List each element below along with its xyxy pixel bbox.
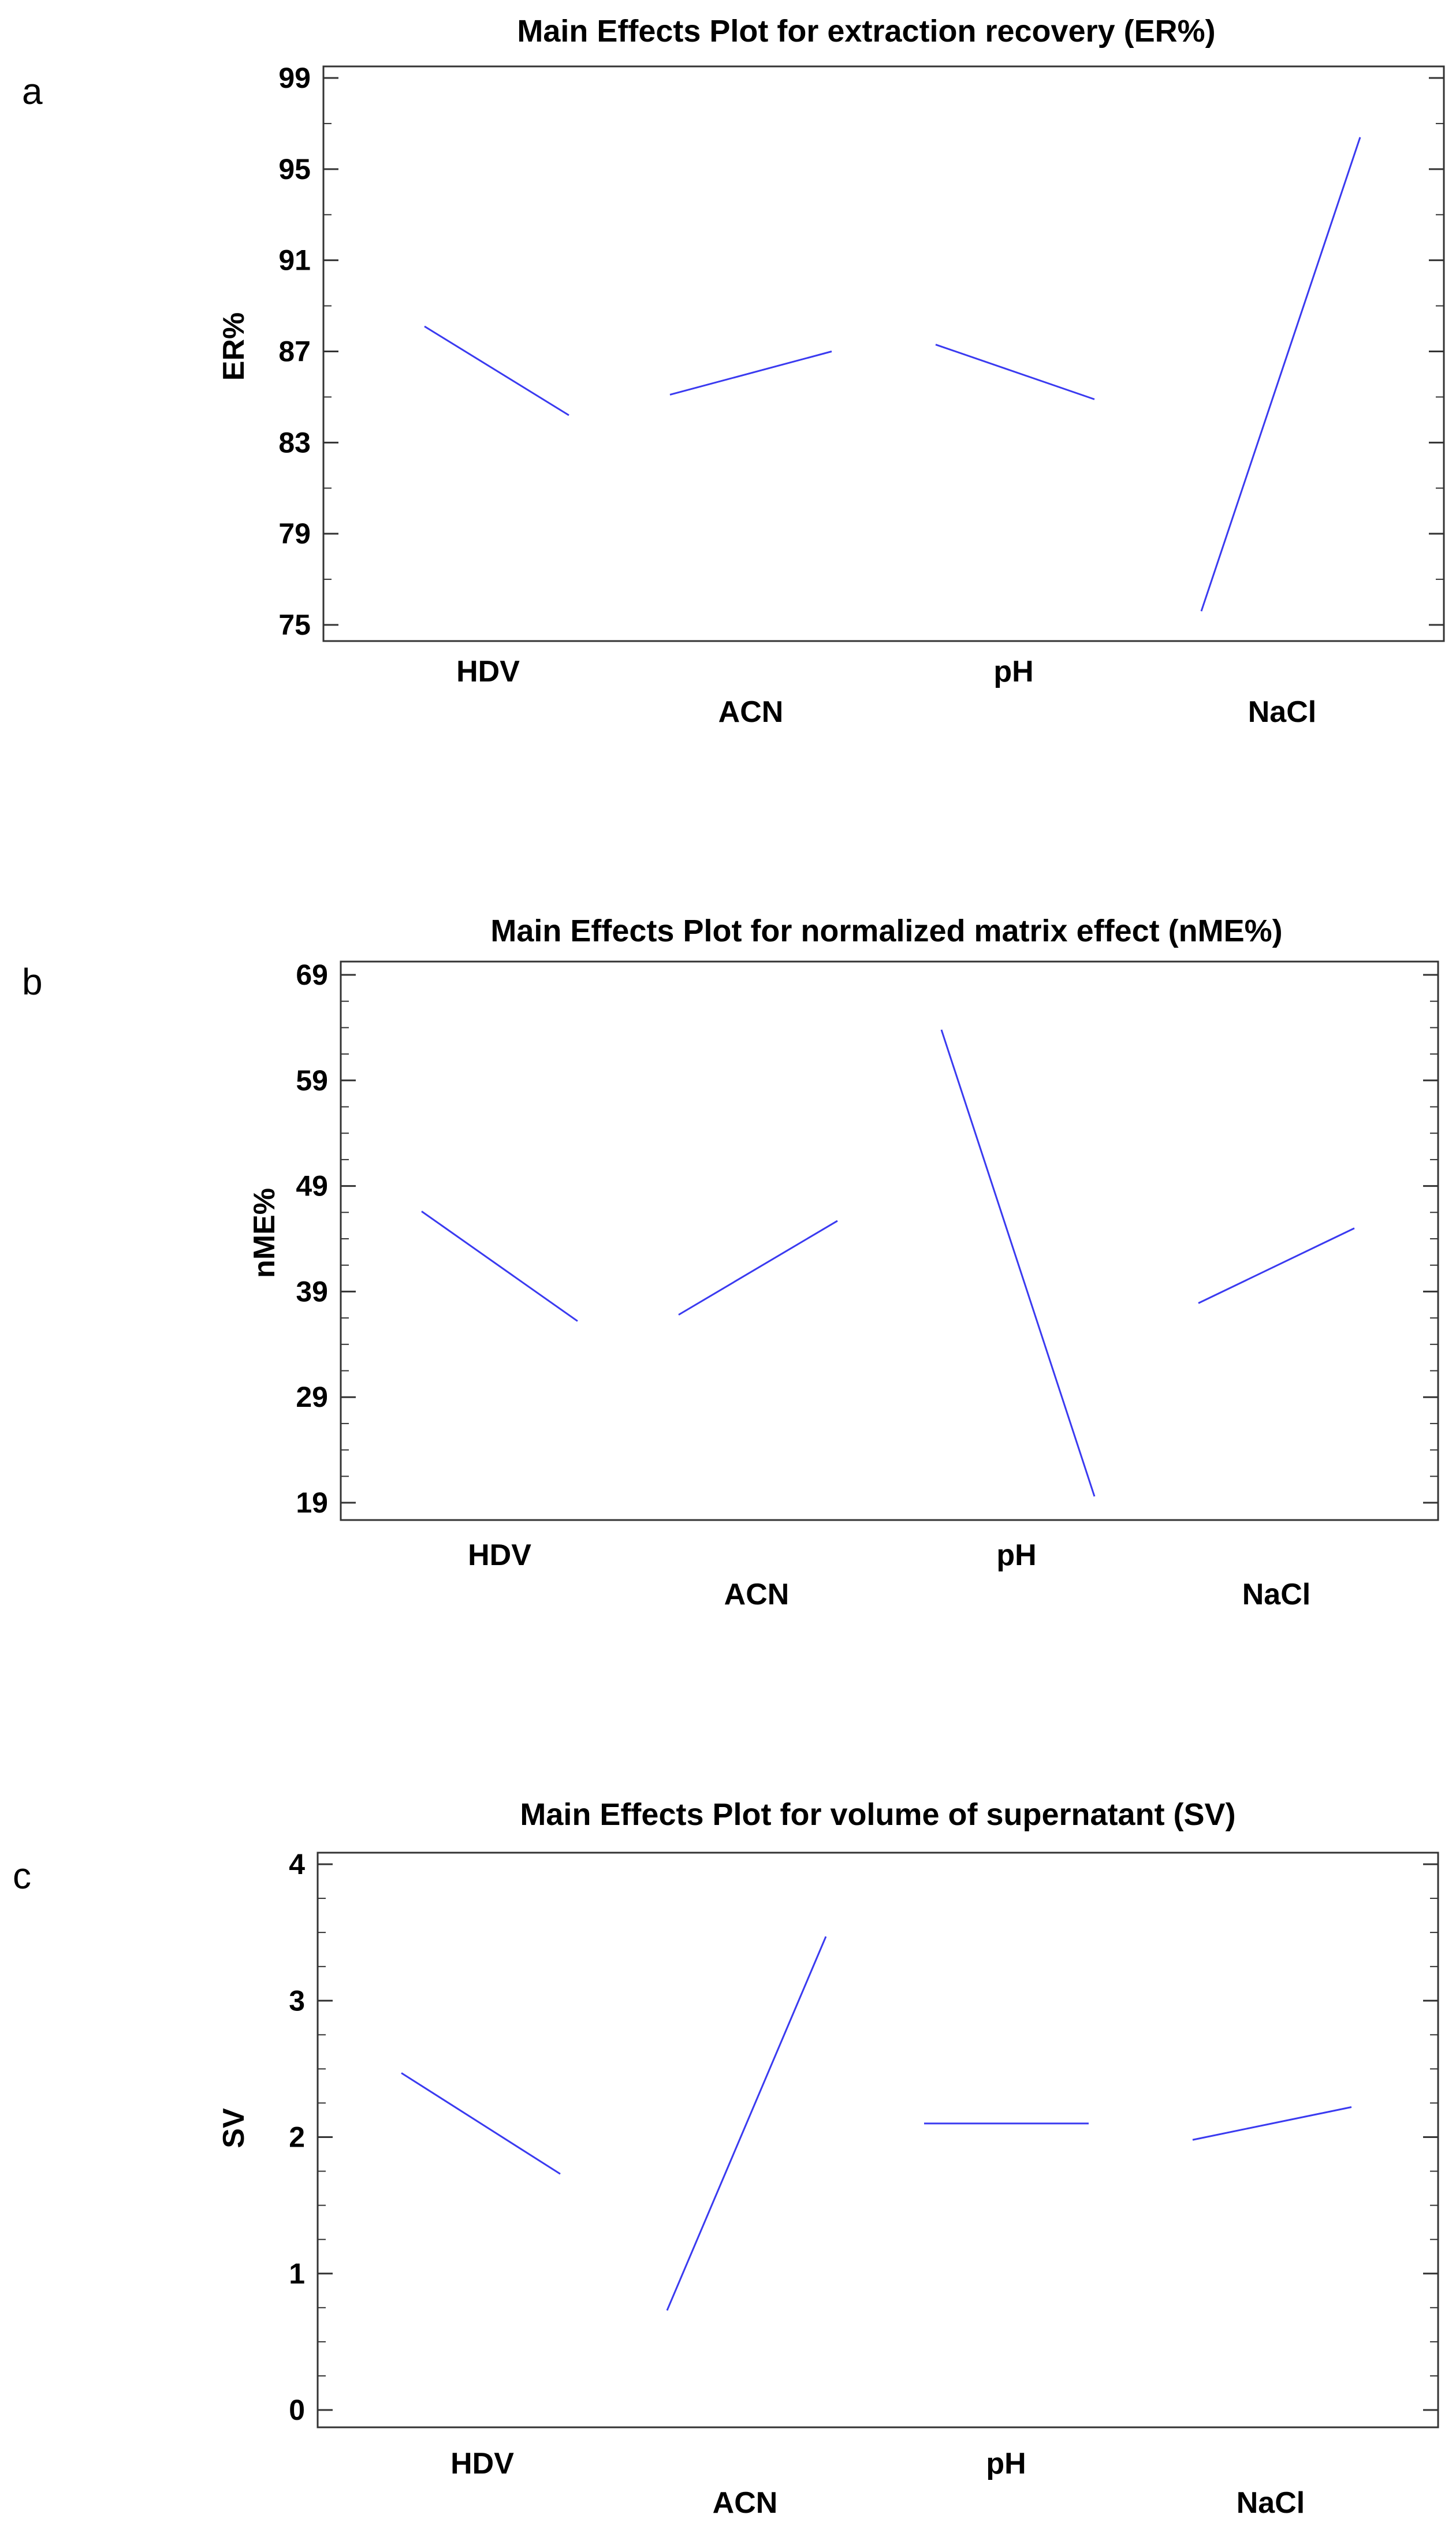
y-tick-label: 91 <box>278 244 311 277</box>
y-tick-label: 83 <box>278 426 311 459</box>
factor-label-nacl: NaCl <box>1237 2486 1305 2520</box>
category-labels: HDV ACN pH NaCl <box>456 655 1316 729</box>
effect-line-acn <box>666 1936 827 2311</box>
y-tick-label: 79 <box>278 517 311 550</box>
factor-label-ph: pH <box>996 1539 1036 1572</box>
plot-frame <box>322 65 1445 642</box>
chart-title: Main Effects Plot for extraction recover… <box>517 14 1215 49</box>
y-tick-label: 99 <box>278 62 311 94</box>
panel-a: a Main Effects Plot for extraction recov… <box>22 14 1445 729</box>
effect-line-nacl <box>1200 137 1361 612</box>
y-axis-ticks: 19 29 39 49 59 69 <box>296 959 1438 1519</box>
y-tick-label: 1 <box>289 2258 305 2290</box>
y-tick-label: 4 <box>289 1848 305 1880</box>
effect-lines <box>421 1029 1355 1497</box>
effect-line-hdv <box>401 2072 561 2175</box>
y-axis-label: SV <box>217 2108 251 2148</box>
factor-label-acn: ACN <box>718 695 784 729</box>
factor-label-ph: pH <box>986 2447 1026 2480</box>
y-tick-label: 3 <box>289 1984 305 2017</box>
y-axis-label: ER% <box>217 312 251 381</box>
effect-line-nacl <box>1192 2106 1352 2141</box>
factor-label-acn: ACN <box>713 2486 778 2520</box>
y-axis-label: nME% <box>248 1188 281 1278</box>
factor-label-nacl: NaCl <box>1248 695 1316 729</box>
effect-line-hdv <box>424 325 569 416</box>
y-tick-label: 69 <box>296 959 328 991</box>
effect-line-ph <box>935 344 1095 400</box>
y-axis-ticks: 0 1 2 3 4 <box>289 1848 1438 2426</box>
effect-line-acn <box>678 1220 838 1316</box>
y-tick-label: 49 <box>296 1170 328 1202</box>
y-tick-label: 19 <box>296 1487 328 1519</box>
category-labels: HDV ACN pH NaCl <box>468 1539 1310 1611</box>
y-tick-label: 39 <box>296 1275 328 1308</box>
panel-letter: a <box>22 70 43 112</box>
y-axis-ticks: 75 79 83 87 91 95 99 <box>278 62 1444 641</box>
factor-label-hdv: HDV <box>450 2447 514 2480</box>
panel-b: b Main Effects Plot for normalized matri… <box>22 914 1439 1611</box>
y-tick-label: 75 <box>278 609 311 641</box>
effect-lines <box>401 1936 1352 2311</box>
effect-lines <box>424 137 1361 612</box>
plot-frame <box>316 1852 1439 2428</box>
effect-line-ph <box>940 1029 1096 1497</box>
panel-c: c Main Effects Plot for volume of supern… <box>13 1797 1439 2520</box>
category-labels: HDV ACN pH NaCl <box>450 2447 1305 2520</box>
plot-frame <box>340 960 1439 1521</box>
factor-label-hdv: HDV <box>456 655 520 688</box>
panel-letter: b <box>22 961 43 1003</box>
y-tick-label: 87 <box>278 336 311 368</box>
effect-line-acn <box>669 351 832 396</box>
y-tick-label: 29 <box>296 1381 328 1413</box>
factor-label-hdv: HDV <box>468 1539 531 1572</box>
y-tick-label: 59 <box>296 1064 328 1097</box>
factor-label-nacl: NaCl <box>1242 1578 1310 1611</box>
panel-letter: c <box>13 1855 31 1897</box>
chart-title: Main Effects Plot for normalized matrix … <box>490 914 1282 948</box>
effect-line-nacl <box>1198 1227 1355 1304</box>
y-tick-label: 0 <box>289 2394 305 2426</box>
effect-line-hdv <box>421 1210 578 1322</box>
factor-label-ph: pH <box>993 655 1033 688</box>
y-tick-label: 2 <box>289 2121 305 2154</box>
chart-title: Main Effects Plot for volume of supernat… <box>520 1797 1235 1832</box>
y-tick-label: 95 <box>278 153 311 185</box>
factor-label-acn: ACN <box>724 1578 790 1611</box>
